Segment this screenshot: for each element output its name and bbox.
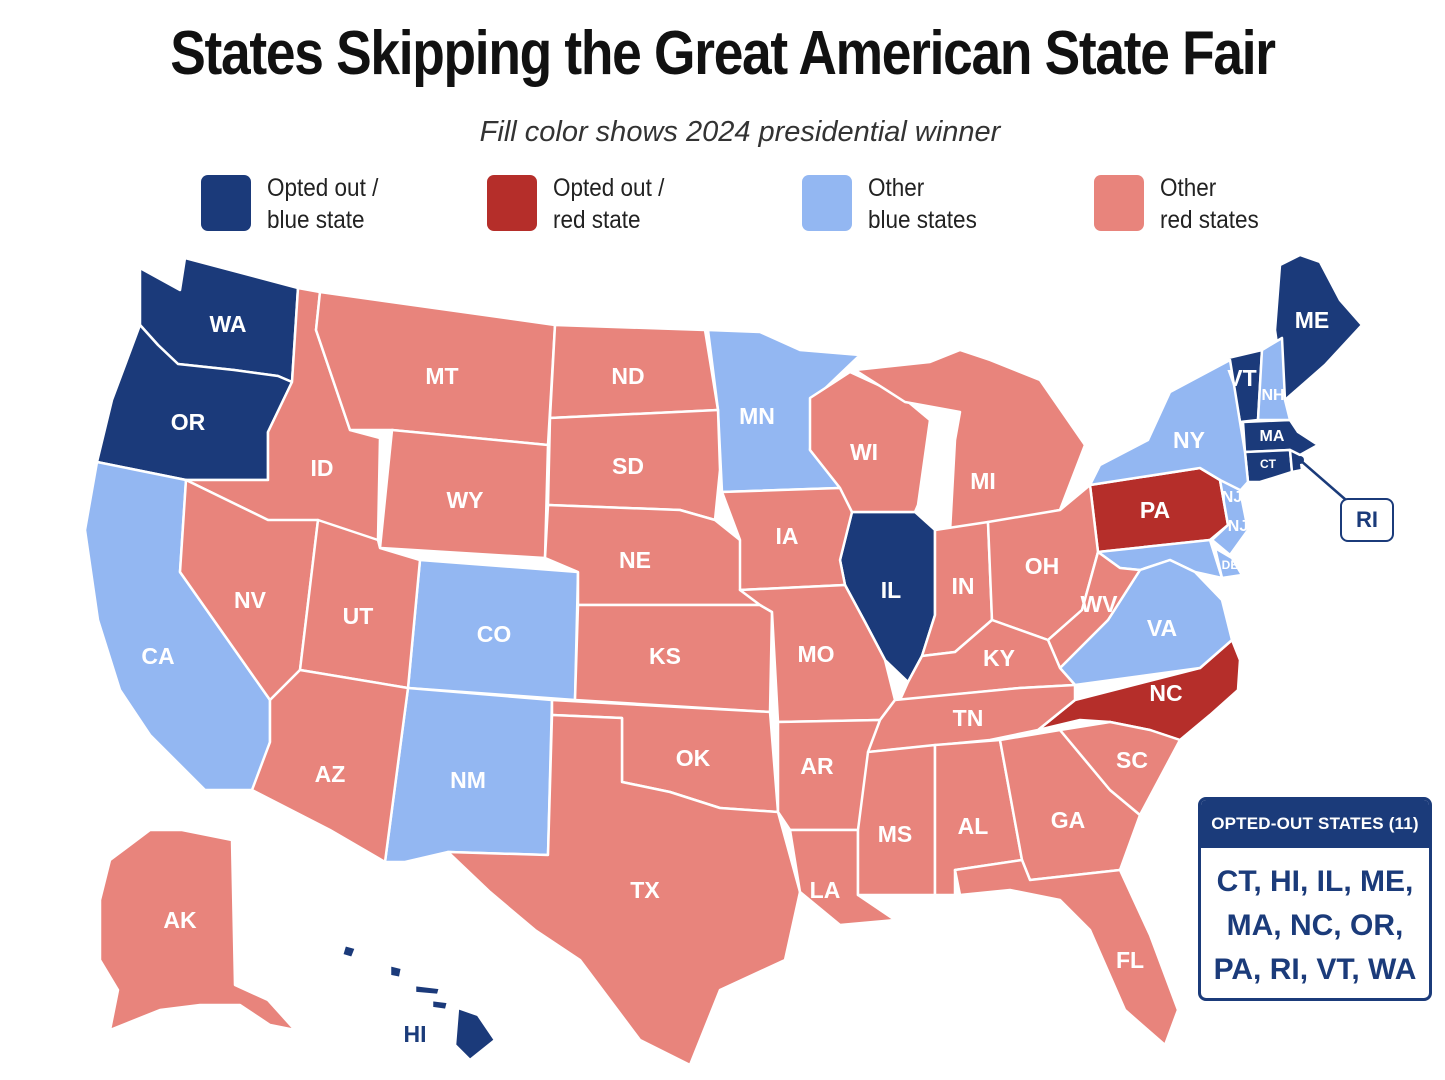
state-label-wv: WV bbox=[1080, 591, 1118, 617]
state-label-pa: PA bbox=[1140, 497, 1170, 523]
state-label-nj: NJ bbox=[1228, 518, 1248, 535]
state-label-ut: UT bbox=[343, 603, 374, 629]
state-label-al: AL bbox=[958, 813, 989, 839]
opted-out-list-line: MA, NC, OR, bbox=[1226, 909, 1404, 942]
state-label-de: DE bbox=[1222, 558, 1239, 572]
state-label-co: CO bbox=[477, 621, 512, 647]
state-az[interactable] bbox=[250, 668, 410, 864]
state-label-nh: NH bbox=[1261, 387, 1284, 404]
state-label-mo: MO bbox=[797, 641, 834, 667]
legend-swatch bbox=[487, 175, 537, 231]
state-label-oh: OH bbox=[1025, 553, 1060, 579]
state-fl[interactable] bbox=[953, 858, 1180, 1047]
state-label-ga: GA bbox=[1051, 807, 1086, 833]
state-label-va: VA bbox=[1147, 615, 1177, 641]
state-label-wa: WA bbox=[209, 311, 246, 337]
legend-label: Opted out / red state bbox=[553, 174, 665, 234]
state-label-me: ME bbox=[1295, 307, 1330, 333]
state-label-nd: ND bbox=[611, 363, 644, 389]
state-label-il: IL bbox=[881, 577, 901, 603]
state-label-mt: MT bbox=[425, 363, 458, 389]
state-label-nc: NC bbox=[1149, 680, 1182, 706]
legend-label: Other red states bbox=[1160, 174, 1259, 234]
state-sc[interactable] bbox=[1058, 720, 1182, 817]
state-label-ky: KY bbox=[983, 645, 1015, 671]
state-label-tx: TX bbox=[630, 877, 660, 903]
state-label-or: OR bbox=[171, 409, 206, 435]
state-label-nj-north: NJ bbox=[1222, 489, 1242, 506]
state-label-ca: CA bbox=[141, 643, 174, 669]
state-label-ms: MS bbox=[878, 821, 913, 847]
state-ak[interactable] bbox=[98, 828, 297, 1032]
state-label-mn: MN bbox=[739, 403, 775, 429]
state-label-la: LA bbox=[810, 877, 841, 903]
legend-swatch bbox=[201, 175, 251, 231]
state-hi[interactable] bbox=[340, 943, 497, 1062]
state-label-ct: CT bbox=[1260, 457, 1277, 471]
state-label-nm: NM bbox=[450, 767, 486, 793]
opted-out-box-body: CT, HI, IL, ME, MA, NC, OR, PA, RI, VT, … bbox=[1201, 848, 1429, 992]
legend-label: Opted out / blue state bbox=[267, 174, 379, 234]
state-tn[interactable] bbox=[866, 683, 1077, 754]
map-subtitle: Fill color shows 2024 presidential winne… bbox=[479, 116, 1001, 148]
state-label-id: ID bbox=[311, 455, 334, 481]
state-label-vt: VT bbox=[1227, 365, 1256, 391]
state-label-ma: MA bbox=[1260, 428, 1285, 445]
state-label-hi: HI bbox=[404, 1021, 427, 1047]
state-tx[interactable] bbox=[446, 713, 802, 1067]
state-nj[interactable] bbox=[1210, 478, 1250, 557]
state-label-sc: SC bbox=[1116, 747, 1148, 773]
state-label-ks: KS bbox=[649, 643, 681, 669]
state-wv[interactable] bbox=[1046, 550, 1142, 670]
map-title: States Skipping the Great American State… bbox=[170, 19, 1276, 88]
state-label-ar: AR bbox=[800, 753, 834, 779]
state-label-tn: TN bbox=[953, 705, 984, 731]
opted-out-list-line: PA, RI, VT, WA bbox=[1213, 953, 1417, 986]
state-ms[interactable] bbox=[856, 743, 937, 897]
ri-callout-label: RI bbox=[1340, 498, 1394, 542]
legend-swatch bbox=[802, 175, 852, 231]
state-label-nv: NV bbox=[234, 587, 267, 613]
state-label-ny: NY bbox=[1173, 427, 1205, 453]
opted-out-states-box: OPTED-OUT STATES (11) CT, HI, IL, ME, MA… bbox=[1198, 797, 1432, 1001]
ri-callout-dot bbox=[1296, 456, 1304, 464]
state-ny[interactable] bbox=[1088, 358, 1250, 502]
legend-label: Other blue states bbox=[868, 174, 977, 234]
opted-out-box-header: OPTED-OUT STATES (11) bbox=[1201, 800, 1429, 848]
legend-swatch bbox=[1094, 175, 1144, 231]
state-label-ok: OK bbox=[676, 745, 711, 771]
state-label-az: AZ bbox=[315, 761, 346, 787]
ri-callout-line bbox=[1299, 459, 1347, 501]
state-ks[interactable] bbox=[573, 603, 774, 714]
state-label-fl: FL bbox=[1116, 947, 1144, 973]
state-label-mi: MI bbox=[970, 468, 996, 494]
state-nh[interactable] bbox=[1256, 336, 1292, 422]
state-label-ia: IA bbox=[776, 523, 799, 549]
state-label-ne: NE bbox=[619, 547, 651, 573]
state-ne[interactable] bbox=[543, 503, 762, 607]
opted-out-list-line: CT, HI, IL, ME, bbox=[1216, 865, 1414, 898]
state-label-sd: SD bbox=[612, 453, 644, 479]
state-label-wy: WY bbox=[446, 487, 483, 513]
state-label-ak: AK bbox=[163, 907, 197, 933]
state-ri[interactable] bbox=[1288, 448, 1304, 474]
state-label-wi: WI bbox=[850, 439, 878, 465]
state-label-in: IN bbox=[952, 573, 975, 599]
